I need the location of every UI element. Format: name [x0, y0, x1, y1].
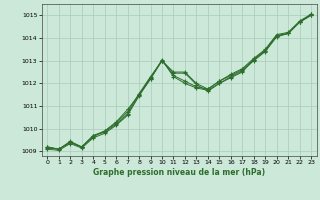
X-axis label: Graphe pression niveau de la mer (hPa): Graphe pression niveau de la mer (hPa) [93, 168, 265, 177]
